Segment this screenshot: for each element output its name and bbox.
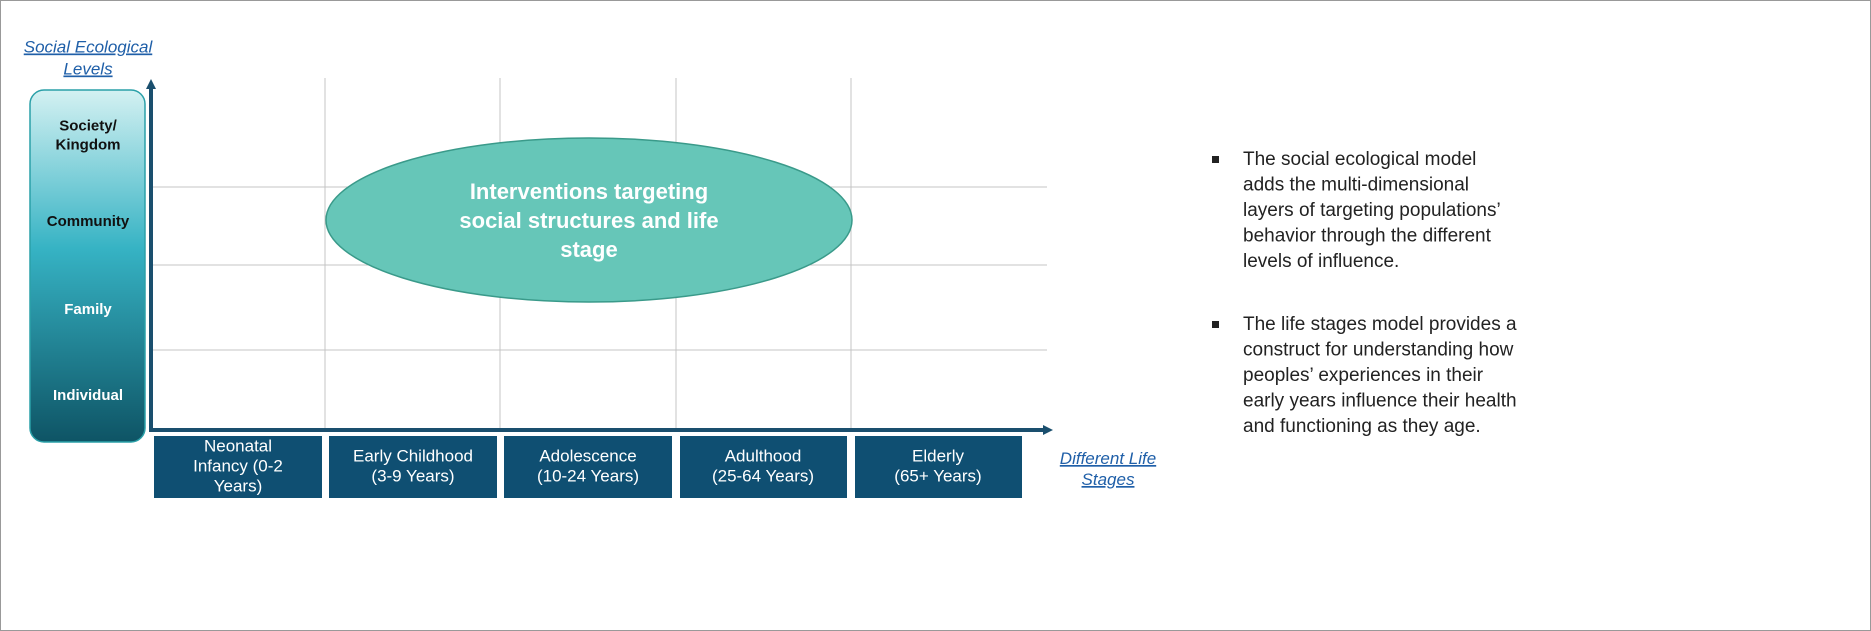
- stage-label: Adolescence: [539, 446, 636, 465]
- bullet-text: levels of influence.: [1243, 251, 1399, 272]
- stage-label: Infancy (0-2: [193, 456, 283, 475]
- levels-bar: [29, 89, 146, 443]
- intervention-label: Interventions targeting: [470, 179, 708, 204]
- stage-label: Neonatal: [204, 436, 272, 455]
- stage-label: Years): [214, 476, 263, 495]
- stage-label: (3-9 Years): [371, 466, 454, 485]
- bullet-text: adds the multi-dimensional: [1243, 175, 1469, 196]
- level-label: Family: [64, 301, 112, 318]
- bullet-text: early years influence their health: [1243, 391, 1517, 412]
- stage-label: Early Childhood: [353, 446, 473, 465]
- bullet-text: behavior through the different: [1243, 226, 1492, 247]
- bullet-text: The life stages model provides a: [1243, 314, 1517, 335]
- level-label: Individual: [53, 387, 123, 404]
- x-axis-label: Stages: [1082, 470, 1135, 489]
- bullet-text: The social ecological model: [1243, 149, 1476, 170]
- stage-label: Adulthood: [725, 446, 802, 465]
- stage-boxes: [154, 436, 1022, 498]
- y-axis-label: Social Ecological: [24, 37, 154, 56]
- level-label: Kingdom: [56, 136, 121, 153]
- bullet-text: peoples’ experiences in their: [1243, 365, 1484, 386]
- intervention-label: stage: [560, 237, 617, 262]
- level-label: Society/: [59, 117, 117, 134]
- bullet-text: construct for understanding how: [1243, 340, 1514, 361]
- y-axis-label: Levels: [63, 59, 113, 78]
- intervention-ellipse: [325, 137, 853, 303]
- x-axis-label: Different Life: [1060, 449, 1156, 468]
- stage-label: (25-64 Years): [712, 466, 814, 485]
- bullet-text: and functioning as they age.: [1243, 416, 1481, 437]
- stage-label: (65+ Years): [894, 466, 981, 485]
- stage-label: (10-24 Years): [537, 466, 639, 485]
- intervention-label: social structures and life: [459, 208, 718, 233]
- level-label: Community: [47, 213, 130, 230]
- bullet-markers: [1212, 156, 1219, 328]
- bullet-text: layers of targeting populations’: [1243, 200, 1501, 221]
- stage-label: Elderly: [912, 446, 964, 465]
